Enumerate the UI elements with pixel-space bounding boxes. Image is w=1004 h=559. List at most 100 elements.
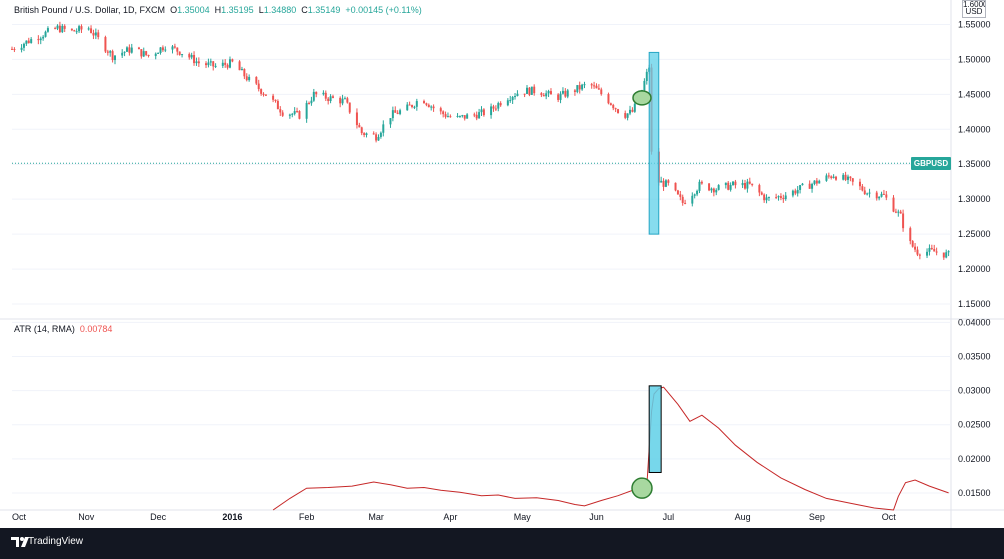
candle-body: [918, 254, 921, 256]
candle-body: [37, 39, 40, 41]
candle-body: [415, 101, 418, 107]
chart-frame: 1.55000 1.50000 1.45000 1.40000 1.35000 1.300…: [0, 0, 1004, 528]
candle-body: [224, 62, 227, 65]
candle-body: [775, 197, 778, 199]
candle-body: [482, 109, 485, 116]
candle-body: [87, 28, 90, 30]
candle-body: [205, 63, 208, 66]
candle-body: [561, 90, 564, 94]
date-tick-label: Jul: [663, 512, 675, 522]
candle-body: [935, 251, 938, 253]
candle-body: [645, 71, 648, 81]
candle-body: [394, 110, 397, 113]
candle-body: [56, 25, 59, 29]
candle-body: [20, 47, 23, 50]
candle-body: [674, 182, 677, 191]
candle-body: [930, 247, 933, 250]
candle-body: [830, 176, 833, 178]
candle-body: [382, 124, 385, 133]
candle-body: [30, 39, 33, 43]
candle-body: [676, 190, 679, 195]
candle-body: [341, 98, 344, 104]
chart-canvas[interactable]: 1.55000 1.50000 1.45000 1.40000 1.35000 1.300…: [0, 0, 1004, 528]
candle-body: [25, 40, 28, 44]
candle-body: [779, 196, 782, 198]
candle-body: [835, 176, 838, 180]
tradingview-logo-icon[interactable]: [10, 535, 34, 549]
candle-body: [916, 249, 919, 255]
candle-body: [712, 188, 715, 193]
symbol-legend[interactable]: British Pound / U.S. Dollar, 1D, FXCM O1…: [14, 5, 422, 15]
high-value: 1.35195: [221, 5, 254, 15]
candle-body: [566, 90, 569, 97]
candle-body: [245, 76, 248, 81]
candle-body: [511, 96, 514, 101]
candle-body: [159, 47, 162, 53]
candle-body: [109, 51, 112, 53]
open-value: 1.35004: [177, 5, 210, 15]
candle-body: [312, 91, 315, 101]
candle-body: [413, 106, 416, 108]
candle-body: [293, 111, 296, 114]
candle-body: [885, 194, 888, 198]
currency-text: USD: [965, 7, 983, 16]
brand-name[interactable]: TradingView: [28, 536, 84, 547]
price-tick-label: 1.35000: [958, 159, 991, 169]
candle-body: [794, 190, 797, 194]
currency-label[interactable]: 1.60000 USD: [962, 0, 986, 18]
candle-body: [427, 104, 430, 108]
candle-body: [147, 54, 150, 57]
candle-body: [734, 181, 737, 186]
candle-body: [281, 112, 284, 116]
candle-body: [863, 190, 866, 195]
candle-body: [444, 114, 447, 117]
candle-body: [214, 65, 217, 67]
candle-body: [90, 28, 93, 33]
date-tick-label: Feb: [299, 512, 315, 522]
candle-body: [782, 197, 785, 200]
candle-body: [274, 99, 277, 101]
atr-tick-label: 0.03000: [958, 386, 991, 396]
candle-body: [660, 180, 663, 183]
candle-body: [547, 91, 550, 94]
candle-body: [626, 113, 629, 118]
price-tick-label: 1.20000: [958, 264, 991, 274]
candle-body: [315, 91, 318, 95]
candle-body: [461, 115, 464, 117]
candle-body: [691, 195, 694, 204]
candle-body: [597, 88, 600, 90]
price-tick-label: 1.55000: [958, 19, 991, 29]
candle-body: [679, 194, 682, 197]
date-tick-label: Jun: [589, 512, 604, 522]
candle-body: [631, 109, 634, 112]
candle-body: [207, 62, 210, 66]
candle-body: [425, 103, 428, 105]
candle-body: [914, 246, 917, 250]
candle-body: [882, 193, 885, 195]
candle-body: [576, 85, 579, 92]
candle-body: [355, 112, 358, 126]
candle-body: [748, 181, 751, 184]
candle-body: [411, 105, 414, 107]
candle-body: [197, 61, 200, 64]
candle-body: [363, 133, 366, 135]
candle-body: [617, 109, 620, 114]
candle-body: [272, 95, 275, 100]
candle-body: [844, 174, 847, 180]
candle-body: [228, 59, 231, 68]
candle-body: [724, 182, 727, 186]
date-tick-label: May: [514, 512, 532, 522]
candle-body: [499, 103, 502, 106]
candle-body: [758, 185, 761, 193]
candle-body: [188, 54, 191, 58]
candle-body: [399, 110, 402, 114]
low-value: 1.34880: [263, 5, 297, 15]
atr-name: ATR (14, RMA): [14, 324, 75, 334]
candle-body: [439, 108, 442, 112]
candle-body: [305, 102, 308, 119]
candle-body: [106, 51, 109, 53]
atr-legend[interactable]: ATR (14, RMA) 0.00784: [14, 324, 112, 334]
candle-body: [375, 134, 378, 141]
candle-body: [121, 52, 124, 56]
candle-body: [875, 192, 878, 199]
